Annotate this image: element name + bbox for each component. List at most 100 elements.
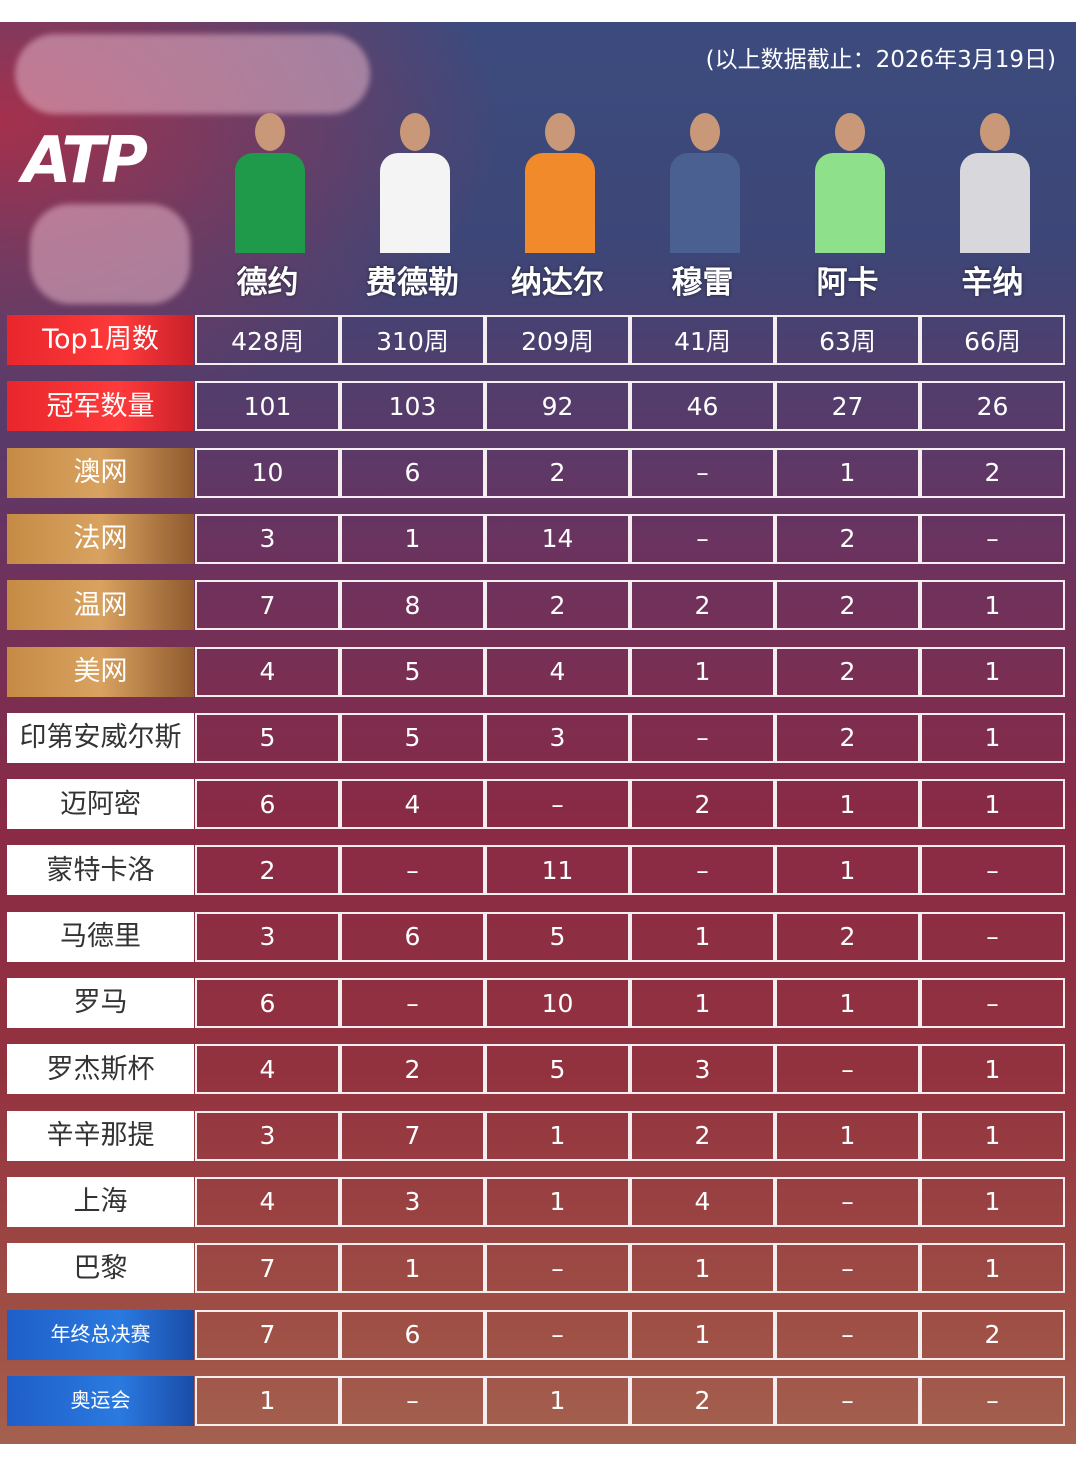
stat-cell: 1: [775, 779, 920, 830]
stat-cell: 3: [340, 1176, 485, 1227]
row-label: 迈阿密: [7, 779, 194, 830]
stat-cell: 6: [340, 911, 485, 962]
row-label: 冠军数量: [7, 381, 194, 432]
player-name: 辛纳: [961, 265, 1024, 301]
player-photo: [525, 113, 595, 253]
stat-cell: 101: [195, 381, 340, 432]
row-label: 蒙特卡洛: [7, 845, 194, 896]
table-row: 奥运会 1–1 2– –: [7, 1375, 1065, 1426]
stat-cell: 6: [195, 978, 340, 1028]
stat-cell: 4: [485, 646, 630, 697]
row-label: 澳网: [7, 447, 194, 498]
table-row: 年终总决赛 7 6–1–2: [7, 1309, 1065, 1360]
stat-cell: 66周: [920, 315, 1065, 365]
stat-cell: 1: [630, 978, 775, 1028]
stat-cell: 103: [340, 381, 485, 432]
stat-cell: –: [920, 845, 1065, 896]
stat-cell: –: [920, 1375, 1065, 1426]
row-label: 罗杰斯杯: [7, 1044, 194, 1095]
row-label: 年终总决赛: [7, 1309, 194, 1360]
stat-cell: 5: [485, 911, 630, 962]
row-label: 辛辛那提: [7, 1110, 194, 1161]
stat-cell: 2: [920, 447, 1065, 498]
stat-cell: 2: [630, 580, 775, 631]
stat-cell: –: [630, 447, 775, 498]
player-photo: [960, 113, 1030, 253]
stat-cell: 5: [195, 712, 340, 763]
table-row: 澳网 10 6 2–1 2: [7, 447, 1065, 498]
stat-cell: –: [920, 513, 1065, 564]
stat-cell: 2: [485, 580, 630, 631]
stat-cell: 1: [920, 712, 1065, 763]
table-row: 蒙特卡洛 2–11–1–: [7, 845, 1065, 896]
stat-cell: 11: [485, 845, 630, 896]
stat-cell: 1: [195, 1375, 340, 1426]
row-label: 印第安威尔斯: [7, 712, 194, 763]
stat-cell: 1: [340, 513, 485, 564]
stat-cell: 8: [340, 580, 485, 631]
stat-cell: 1: [630, 1309, 775, 1360]
table-row: 印第安威尔斯 5 5 3–2 1: [7, 712, 1065, 763]
stat-cell: 27: [775, 381, 920, 432]
stat-cell: 2: [630, 1110, 775, 1161]
stat-cell: 3: [630, 1044, 775, 1095]
row-label: 奥运会: [7, 1375, 194, 1426]
stat-cell: –: [340, 1375, 485, 1426]
stat-cell: 26: [920, 381, 1065, 432]
stat-cell: –: [920, 911, 1065, 962]
table-row: 罗马 6–10 1 1–: [7, 978, 1065, 1028]
player-name: 纳达尔: [511, 265, 604, 301]
stat-cell: –: [775, 1044, 920, 1095]
stat-cell: 10: [485, 978, 630, 1028]
blurred-area: [30, 204, 190, 304]
table-row: 迈阿密 6 4–2 1 1: [7, 779, 1065, 830]
stat-cell: 1: [485, 1176, 630, 1227]
stat-cell: 10: [195, 447, 340, 498]
stat-cell: 3: [485, 712, 630, 763]
row-label: 罗马: [7, 978, 194, 1028]
stat-cell: –: [340, 978, 485, 1028]
stat-cell: –: [630, 712, 775, 763]
stat-cell: –: [340, 845, 485, 896]
stat-cell: 3: [195, 1110, 340, 1161]
stat-cell: 2: [630, 1375, 775, 1426]
stat-cell: 6: [340, 1309, 485, 1360]
data-cutoff-note: (以上数据截止：2026年3月19日): [705, 47, 1056, 73]
player-column-header: 穆雷: [630, 107, 775, 307]
stat-cell: 209周: [485, 315, 630, 365]
table-row: 罗杰斯杯 4 2 5 3–1: [7, 1044, 1065, 1095]
stat-cell: –: [775, 1375, 920, 1426]
stat-cell: 2: [775, 513, 920, 564]
stat-cell: 2: [775, 712, 920, 763]
stat-cell: 2: [775, 911, 920, 962]
table-row: 巴黎 7 1–1–1: [7, 1243, 1065, 1294]
stat-cell: 2: [775, 580, 920, 631]
row-label: 马德里: [7, 911, 194, 962]
row-label: Top1周数: [7, 315, 194, 365]
table-row: 法网 3 1 14–2–: [7, 513, 1065, 564]
stat-cell: 4: [195, 646, 340, 697]
player-name: 费德勒: [366, 265, 459, 301]
stat-cell: –: [775, 1243, 920, 1294]
stat-cell: 2: [485, 447, 630, 498]
stat-cell: 1: [920, 779, 1065, 830]
stat-cell: 1: [920, 646, 1065, 697]
stat-cell: –: [775, 1176, 920, 1227]
stat-cell: 310周: [340, 315, 485, 365]
player-photo: [235, 113, 305, 253]
player-column-header: 费德勒: [340, 107, 485, 307]
player-name: 阿卡: [816, 265, 879, 301]
table-row: 上海 4 3 1 4–1: [7, 1176, 1065, 1227]
row-label: 法网: [7, 513, 194, 564]
player-name: 穆雷: [671, 265, 734, 301]
stat-cell: –: [485, 1243, 630, 1294]
player-photo: [380, 113, 450, 253]
stat-cell: 4: [630, 1176, 775, 1227]
player-column-header: 德约: [195, 107, 340, 307]
stat-cell: 7: [195, 1309, 340, 1360]
stat-cell: 92: [485, 381, 630, 432]
stat-cell: 1: [920, 580, 1065, 631]
stat-cell: –: [630, 513, 775, 564]
atp-comparison-board: (以上数据截止：2026年3月19日) ATP 德约 费德勒 纳达尔 穆雷 阿卡…: [0, 22, 1076, 1444]
stat-cell: 3: [195, 911, 340, 962]
